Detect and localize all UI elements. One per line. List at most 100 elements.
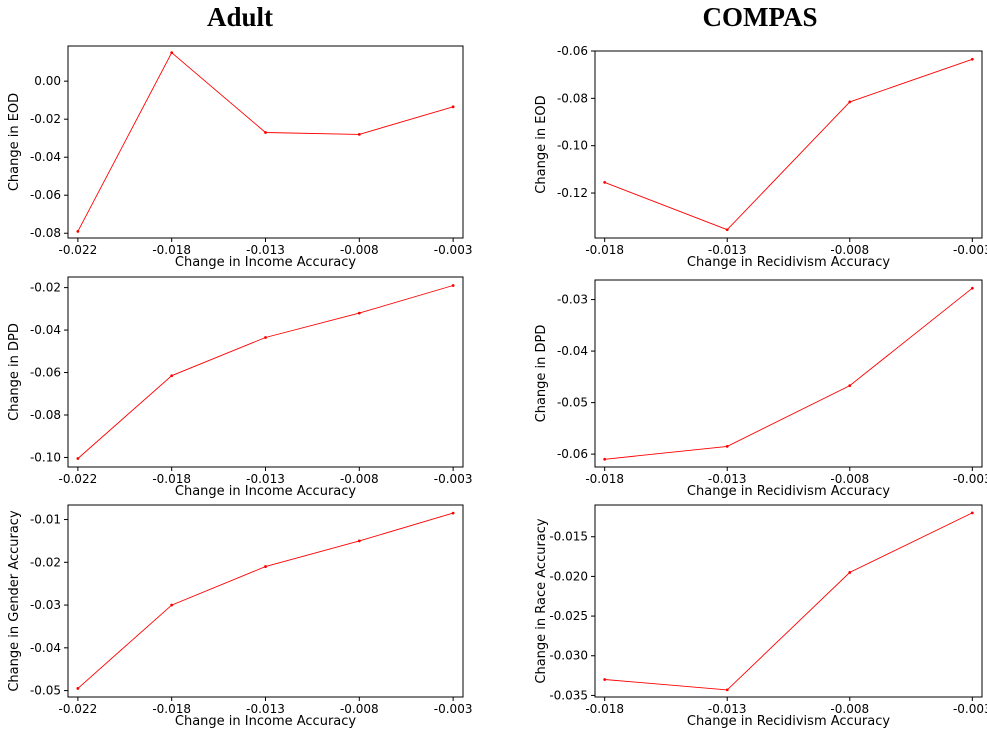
x-tick-label: -0.013 — [708, 472, 747, 486]
y-tick-label: -0.030 — [549, 649, 588, 663]
y-tick-label: -0.10 — [557, 139, 588, 153]
y-tick-label: -0.04 — [30, 323, 61, 337]
data-point — [170, 51, 174, 55]
x-tick-label: -0.022 — [59, 472, 98, 486]
y-axis-label: Change in DPD — [534, 325, 549, 423]
x-tick-label: -0.008 — [340, 472, 379, 486]
x-axis-label: Change in Recidivism Accuracy — [687, 255, 890, 270]
x-tick-label: -0.018 — [585, 243, 624, 257]
plot-frame — [594, 50, 983, 239]
plot-frame — [67, 504, 464, 698]
chart-5: -0.022 -0.018 -0.013 -0.008 -0.003 -0.05 -0.04… — [7, 504, 472, 729]
x-tick-label: -0.013 — [246, 472, 285, 486]
data-point — [451, 105, 455, 109]
data-point — [603, 457, 607, 461]
x-tick-label: -0.003 — [953, 472, 987, 486]
y-tick-label: -0.06 — [30, 366, 61, 380]
y-tick-label: -0.04 — [557, 344, 588, 358]
data-point — [357, 311, 361, 315]
y-tick-label: -0.12 — [557, 186, 588, 200]
data-point — [170, 374, 174, 378]
x-tick-label: -0.013 — [708, 702, 747, 716]
data-point — [76, 457, 80, 460]
x-tick-label: -0.018 — [585, 472, 624, 486]
data-point — [848, 100, 852, 104]
data-point — [76, 229, 80, 233]
x-tick-label: -0.018 — [152, 472, 191, 486]
y-tick-label: -0.03 — [30, 598, 61, 612]
y-tick-label: -0.06 — [30, 188, 61, 202]
x-tick-label: -0.018 — [152, 702, 191, 716]
y-axis-label: Change in Gender Accuracy — [7, 510, 22, 692]
x-axis-label: Change in Recidivism Accuracy — [687, 714, 890, 729]
x-tick-label: -0.003 — [953, 702, 987, 716]
y-axis-label: Change in DPD — [7, 323, 22, 421]
data-point — [264, 131, 267, 134]
y-tick-label: -0.03 — [557, 293, 588, 307]
y-tick-label: -0.08 — [30, 226, 61, 240]
x-tick-label: -0.008 — [830, 472, 869, 486]
y-tick-label: -0.02 — [30, 555, 61, 569]
y-tick-label: -0.05 — [557, 396, 588, 410]
x-tick-label: -0.003 — [434, 243, 473, 257]
x-tick-label: -0.003 — [434, 472, 473, 486]
data-point — [848, 571, 852, 574]
plot-frame — [67, 45, 464, 239]
x-tick-label: -0.008 — [830, 702, 869, 716]
x-tick-label: -0.013 — [246, 702, 285, 716]
compas-column-title: COMPAS — [702, 2, 818, 32]
y-axis-label: Change in EOD — [7, 93, 22, 191]
y-tick-label: -0.05 — [30, 684, 61, 698]
data-point — [264, 336, 267, 339]
data-point — [725, 688, 729, 692]
data-point — [970, 57, 974, 61]
data-point — [970, 511, 974, 515]
x-tick-label: -0.008 — [340, 243, 379, 257]
data-point — [603, 678, 607, 681]
y-tick-label: -0.08 — [30, 408, 61, 422]
y-tick-label: -0.02 — [30, 281, 61, 295]
x-tick-label: -0.022 — [59, 702, 98, 716]
y-tick-label: -0.04 — [30, 641, 61, 655]
series-line — [604, 287, 973, 460]
x-tick-label: -0.013 — [246, 243, 285, 257]
data-point — [451, 511, 455, 515]
x-tick-label: -0.022 — [59, 243, 98, 257]
y-tick-label: -0.025 — [549, 609, 588, 623]
x-tick-label: -0.018 — [152, 243, 191, 257]
x-tick-label: -0.008 — [340, 702, 379, 716]
x-tick-label: -0.018 — [585, 702, 624, 716]
y-tick-label: -0.04 — [30, 150, 61, 164]
adult-column-title: Adult — [206, 2, 274, 32]
x-tick-label: -0.003 — [953, 243, 987, 257]
chart-6: -0.018 -0.013 -0.008 -0.003 -0.035 -0.030 -0.0… — [534, 504, 987, 729]
plot-frame — [67, 276, 464, 468]
series-line — [604, 512, 973, 691]
x-tick-label: -0.013 — [708, 243, 747, 257]
data-point — [170, 603, 174, 607]
y-tick-label: -0.035 — [549, 688, 588, 702]
data-point — [357, 132, 361, 136]
chart-4: -0.018 -0.013 -0.008 -0.003 -0.06 -0.05 -0.04 -… — [534, 279, 987, 499]
y-tick-label: 0.00 — [34, 74, 61, 88]
chart-1: -0.022 -0.018 -0.013 -0.008 -0.003 -0.08 -0.06… — [7, 45, 473, 270]
series-line — [77, 512, 454, 689]
y-tick-label: -0.015 — [549, 530, 588, 544]
x-axis-label: Change in Income Accuracy — [175, 255, 357, 270]
data-point — [848, 384, 852, 388]
data-point — [970, 286, 974, 290]
data-point — [264, 565, 267, 568]
y-tick-label: -0.06 — [557, 44, 588, 58]
series-line — [77, 285, 454, 459]
chart-2: -0.018 -0.013 -0.008 -0.003 -0.12 -0.10 -0.08 -… — [534, 44, 987, 270]
y-axis-label: Change in Race Accuracy — [534, 518, 549, 684]
y-axis-label: Change in EOD — [534, 95, 549, 193]
plot-frame — [594, 279, 983, 468]
series-line — [77, 51, 454, 232]
y-tick-label: -0.08 — [557, 91, 588, 105]
plot-frame — [594, 504, 983, 698]
data-point — [76, 687, 80, 690]
x-axis-label: Change in Income Accuracy — [175, 714, 357, 729]
x-axis-label: Change in Income Accuracy — [175, 484, 357, 499]
